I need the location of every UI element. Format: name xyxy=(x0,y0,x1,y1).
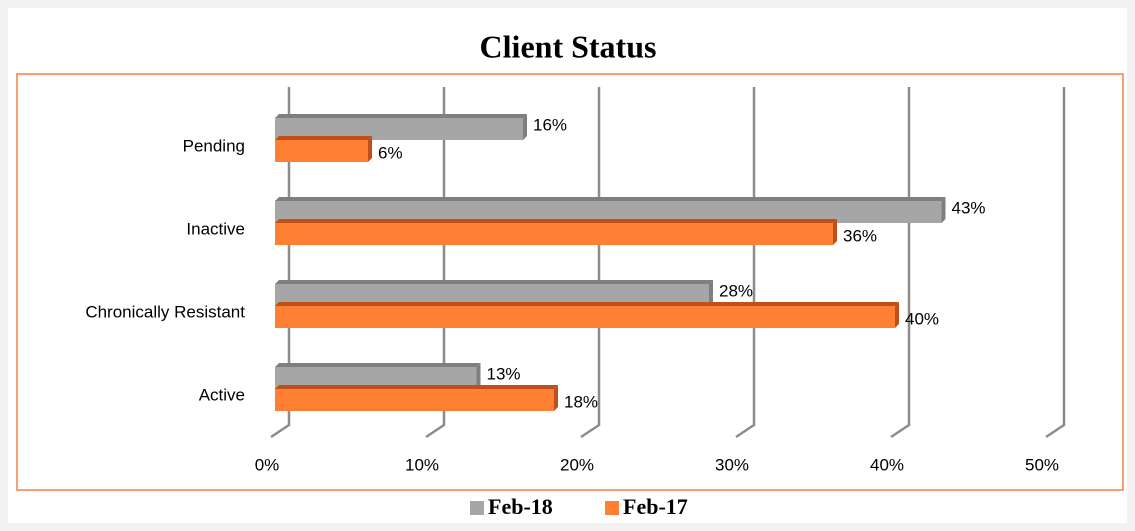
bar xyxy=(275,201,942,223)
x-tick-label: 50% xyxy=(1025,455,1059,474)
data-label: 18% xyxy=(564,392,598,411)
chart-background xyxy=(8,8,1127,523)
plot-border xyxy=(16,73,1124,491)
bar xyxy=(275,140,368,162)
bar xyxy=(275,284,709,306)
bar-side xyxy=(941,197,946,223)
x-tick-label: 30% xyxy=(715,455,749,474)
data-label: 16% xyxy=(533,115,567,134)
bar-side xyxy=(476,363,481,389)
x-tick-label: 40% xyxy=(870,455,904,474)
bar-top xyxy=(275,363,481,367)
bar-side xyxy=(523,114,527,140)
data-label: 6% xyxy=(378,143,403,162)
bar-side xyxy=(554,385,558,411)
bar-top xyxy=(275,280,713,284)
legend-label: Feb-17 xyxy=(623,494,688,519)
chart-title: Client Status xyxy=(480,28,657,64)
bar-side xyxy=(895,302,899,328)
bar xyxy=(275,306,895,328)
legend-label: Feb-18 xyxy=(488,494,553,519)
x-tick-label: 20% xyxy=(560,455,594,474)
y-tick-label: Pending xyxy=(183,136,245,155)
legend-swatch xyxy=(605,501,619,515)
grid-line xyxy=(1045,87,1066,439)
y-tick-label: Chronically Resistant xyxy=(85,302,245,321)
bar-side xyxy=(368,136,372,162)
bar xyxy=(275,389,554,411)
data-label: 28% xyxy=(719,281,753,300)
x-tick-label: 0% xyxy=(255,455,280,474)
y-tick-label: Active xyxy=(199,385,245,404)
bar-top xyxy=(275,302,899,306)
bar-top xyxy=(275,114,527,118)
data-label: 36% xyxy=(843,226,877,245)
bar xyxy=(275,223,833,245)
bar-top xyxy=(275,136,372,140)
bar xyxy=(275,118,523,140)
data-label: 13% xyxy=(487,364,521,383)
bar-side xyxy=(709,280,713,306)
bar-side xyxy=(833,219,837,245)
y-tick-label: Inactive xyxy=(186,219,245,238)
data-label: 40% xyxy=(905,309,939,328)
bar xyxy=(275,367,477,389)
bar-top xyxy=(275,219,837,223)
bar-top xyxy=(275,385,558,389)
x-tick-label: 10% xyxy=(405,455,439,474)
legend-swatch xyxy=(470,501,484,515)
bar-top xyxy=(275,197,946,201)
data-label: 43% xyxy=(952,198,986,217)
